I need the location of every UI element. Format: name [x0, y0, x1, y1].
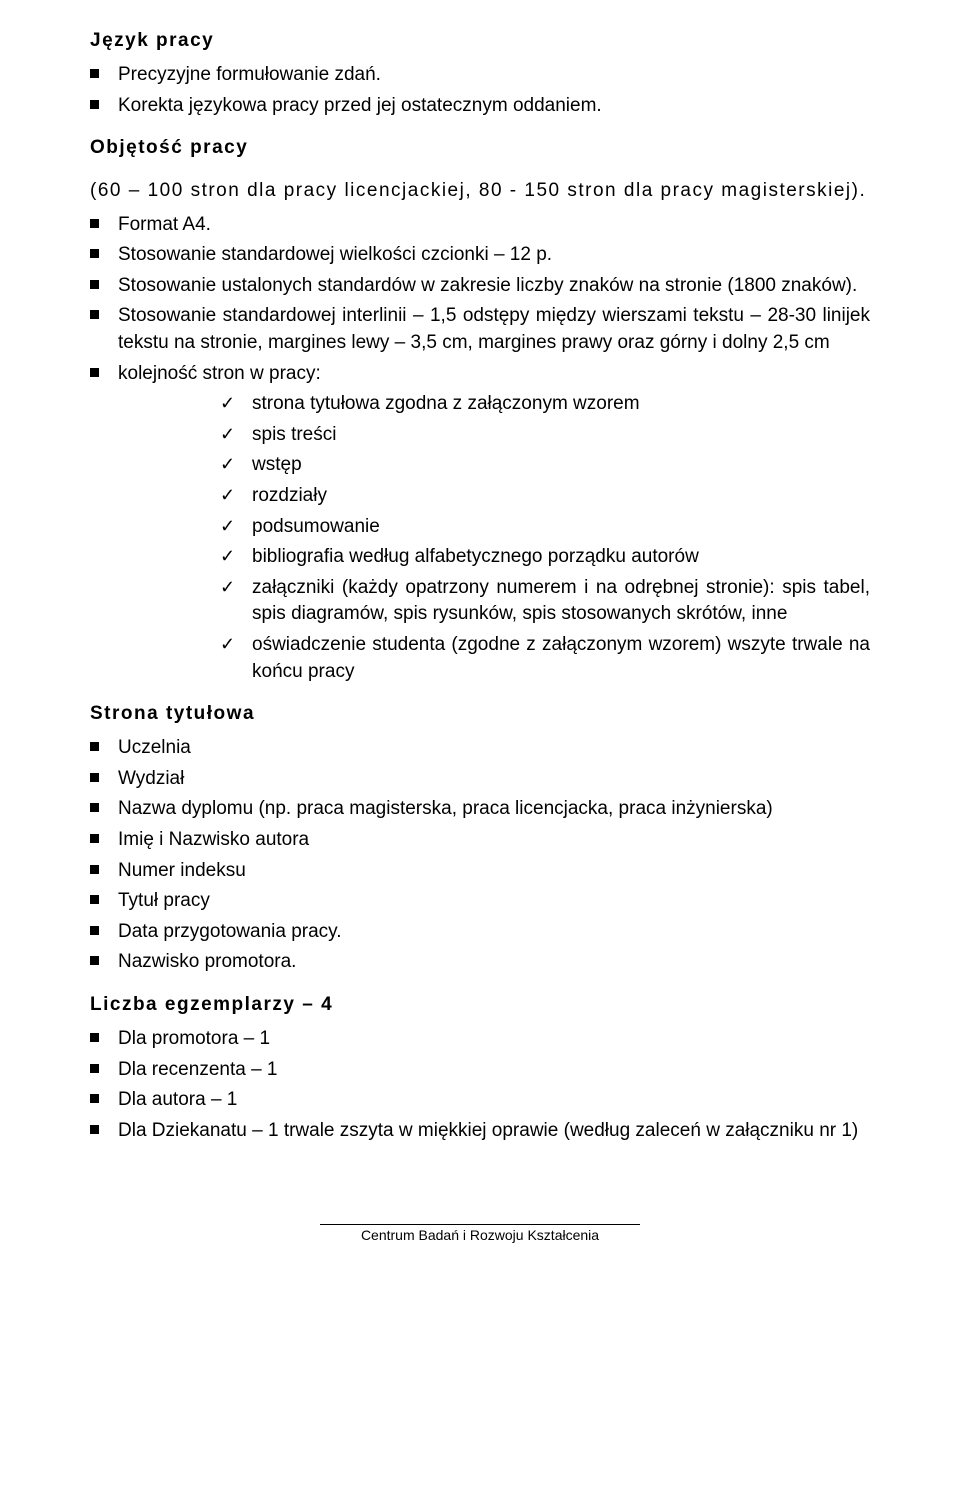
- list-item: Format A4.: [90, 212, 870, 239]
- list-item: Dla Dziekanatu – 1 trwale zszyta w miękk…: [90, 1118, 870, 1145]
- list-item: bibliografia według alfabetycznego porzą…: [220, 544, 870, 571]
- list-liczba-egzemplarzy: Dla promotora – 1 Dla recenzenta – 1 Dla…: [90, 1026, 870, 1144]
- list-item: Data przygotowania pracy.: [90, 919, 870, 946]
- list-item: spis treści: [220, 422, 870, 449]
- list-item: strona tytułowa zgodna z załączonym wzor…: [220, 391, 870, 418]
- list-item: Wydział: [90, 766, 870, 793]
- list-item: oświadczenie studenta (zgodne z załączon…: [220, 632, 870, 685]
- paren-text: (60 – 100 stron dla pracy licencjackiej,…: [90, 177, 870, 206]
- list-item: Korekta językowa pracy przed jej ostatec…: [90, 93, 870, 120]
- list-item: Nazwa dyplomu (np. praca magisterska, pr…: [90, 796, 870, 823]
- list-item: Tytuł pracy: [90, 888, 870, 915]
- list-item: Stosowanie standardowej wielkości czcion…: [90, 242, 870, 269]
- list-item: Dla recenzenta – 1: [90, 1057, 870, 1084]
- list-item: Dla promotora – 1: [90, 1026, 870, 1053]
- list-item: załączniki (każdy opatrzony numerem i na…: [220, 575, 870, 628]
- list-item: wstęp: [220, 452, 870, 479]
- list-item: podsumowanie: [220, 514, 870, 541]
- footer-text: Centrum Badań i Rozwoju Kształcenia: [320, 1224, 640, 1243]
- list-item: Numer indeksu: [90, 858, 870, 885]
- list-objetosc-pracy: Format A4. Stosowanie standardowej wielk…: [90, 212, 870, 388]
- sublist-kolejnosc-stron: strona tytułowa zgodna z załączonym wzor…: [220, 391, 870, 685]
- list-item: Uczelnia: [90, 735, 870, 762]
- heading-strona-tytulowa: Strona tytułowa: [90, 703, 870, 725]
- list-item: Nazwisko promotora.: [90, 949, 870, 976]
- list-item: kolejność stron w pracy:: [90, 361, 870, 388]
- heading-jezyk-pracy: Język pracy: [90, 30, 870, 52]
- list-jezyk-pracy: Precyzyjne formułowanie zdań. Korekta ję…: [90, 62, 870, 119]
- list-item: Dla autora – 1: [90, 1087, 870, 1114]
- list-strona-tytulowa: Uczelnia Wydział Nazwa dyplomu (np. prac…: [90, 735, 870, 976]
- list-item: rozdziały: [220, 483, 870, 510]
- heading-objetosc-pracy: Objętość pracy: [90, 137, 870, 159]
- list-item: Stosowanie ustalonych standardów w zakre…: [90, 273, 870, 300]
- list-item: Precyzyjne formułowanie zdań.: [90, 62, 870, 89]
- heading-liczba-egzemplarzy: Liczba egzemplarzy – 4: [90, 994, 870, 1016]
- list-item: Imię i Nazwisko autora: [90, 827, 870, 854]
- document-page: Język pracy Precyzyjne formułowanie zdań…: [0, 0, 960, 1283]
- list-item: Stosowanie standardowej interlinii – 1,5…: [90, 303, 870, 356]
